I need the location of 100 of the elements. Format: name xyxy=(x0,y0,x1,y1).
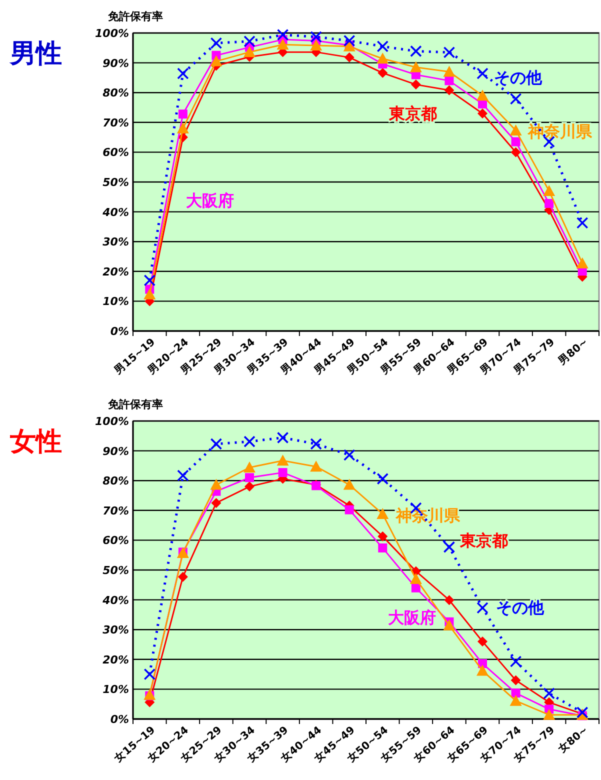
point xyxy=(476,68,488,80)
y-tick-label: 40% xyxy=(102,594,129,607)
point xyxy=(343,449,356,461)
point xyxy=(443,66,456,77)
chart-title: 女性 xyxy=(9,427,62,457)
point xyxy=(276,432,289,444)
point xyxy=(443,46,456,58)
point xyxy=(410,572,422,584)
y-tick-label: 80% xyxy=(102,474,129,488)
series-label: その他 xyxy=(496,598,545,617)
y-tick-label: 90% xyxy=(102,56,129,70)
point xyxy=(444,595,454,606)
point xyxy=(511,688,520,698)
chart-title: 男性 xyxy=(9,39,62,69)
point xyxy=(510,694,522,706)
point xyxy=(178,572,188,582)
point xyxy=(276,454,289,466)
point xyxy=(476,90,488,101)
point xyxy=(510,656,522,668)
point xyxy=(210,55,222,66)
point xyxy=(278,468,288,478)
point xyxy=(376,40,389,52)
point xyxy=(144,688,156,700)
point xyxy=(244,46,256,58)
point xyxy=(211,498,222,508)
y-tick-label: 40% xyxy=(102,206,129,219)
point xyxy=(478,108,488,118)
point xyxy=(310,460,322,472)
y-tick-label: 0% xyxy=(110,325,129,338)
y-axis-title: 免許保有率 xyxy=(107,10,163,23)
point xyxy=(543,184,556,196)
point xyxy=(511,137,520,146)
point xyxy=(343,34,356,47)
point xyxy=(176,122,189,134)
point xyxy=(510,675,521,686)
series-label: 大阪府 xyxy=(388,608,436,627)
y-tick-label: 60% xyxy=(102,534,129,548)
point xyxy=(576,216,588,229)
point xyxy=(576,257,588,268)
point xyxy=(144,288,156,300)
x-tick-label: 男80~ xyxy=(555,336,590,368)
point xyxy=(310,40,322,51)
point xyxy=(476,664,488,676)
point xyxy=(444,85,454,96)
point xyxy=(310,30,322,43)
y-tick-label: 30% xyxy=(102,624,129,637)
point xyxy=(543,708,556,720)
series-label: 東京都 xyxy=(388,104,437,123)
point xyxy=(410,61,422,72)
x-tick-label: 女80~ xyxy=(554,723,590,756)
point xyxy=(344,52,354,62)
point xyxy=(244,482,254,492)
point xyxy=(510,147,521,158)
series-label: その他 xyxy=(494,68,543,87)
y-tick-label: 20% xyxy=(102,265,129,278)
y-tick-label: 70% xyxy=(102,116,129,130)
point xyxy=(210,37,222,50)
y-tick-label: 80% xyxy=(102,86,129,100)
point xyxy=(276,28,289,41)
point xyxy=(544,198,554,208)
point xyxy=(177,68,189,80)
point xyxy=(510,124,522,136)
y-tick-label: 90% xyxy=(102,444,129,458)
point xyxy=(376,508,389,519)
point xyxy=(245,473,254,482)
point xyxy=(244,461,256,472)
point xyxy=(144,668,156,680)
series-label: 神奈川県 xyxy=(527,122,593,141)
point xyxy=(543,687,555,700)
point xyxy=(177,470,189,482)
y-tick-label: 50% xyxy=(102,176,129,189)
point xyxy=(478,636,488,647)
point xyxy=(244,35,256,48)
y-axis-title: 免許保有率 xyxy=(107,398,163,411)
point xyxy=(444,76,454,86)
point xyxy=(210,478,222,490)
y-tick-label: 60% xyxy=(102,146,129,160)
y-tick-label: 10% xyxy=(102,683,129,696)
y-tick-label: 0% xyxy=(110,713,129,726)
point xyxy=(178,110,188,119)
point xyxy=(244,436,256,448)
point xyxy=(310,438,322,450)
point xyxy=(510,92,522,105)
series-label: 大阪府 xyxy=(186,191,234,210)
point xyxy=(376,52,389,64)
point xyxy=(410,45,422,58)
y-tick-label: 30% xyxy=(102,236,129,249)
point xyxy=(376,472,389,485)
y-tick-label: 50% xyxy=(102,564,129,577)
y-tick-label: 70% xyxy=(102,504,129,518)
point xyxy=(443,619,456,630)
point xyxy=(411,583,420,592)
point xyxy=(343,478,356,490)
y-tick-label: 10% xyxy=(102,295,129,308)
point xyxy=(344,505,354,514)
point xyxy=(378,543,388,552)
point xyxy=(210,438,222,450)
point xyxy=(476,602,488,614)
point xyxy=(378,531,388,542)
point xyxy=(443,541,456,553)
